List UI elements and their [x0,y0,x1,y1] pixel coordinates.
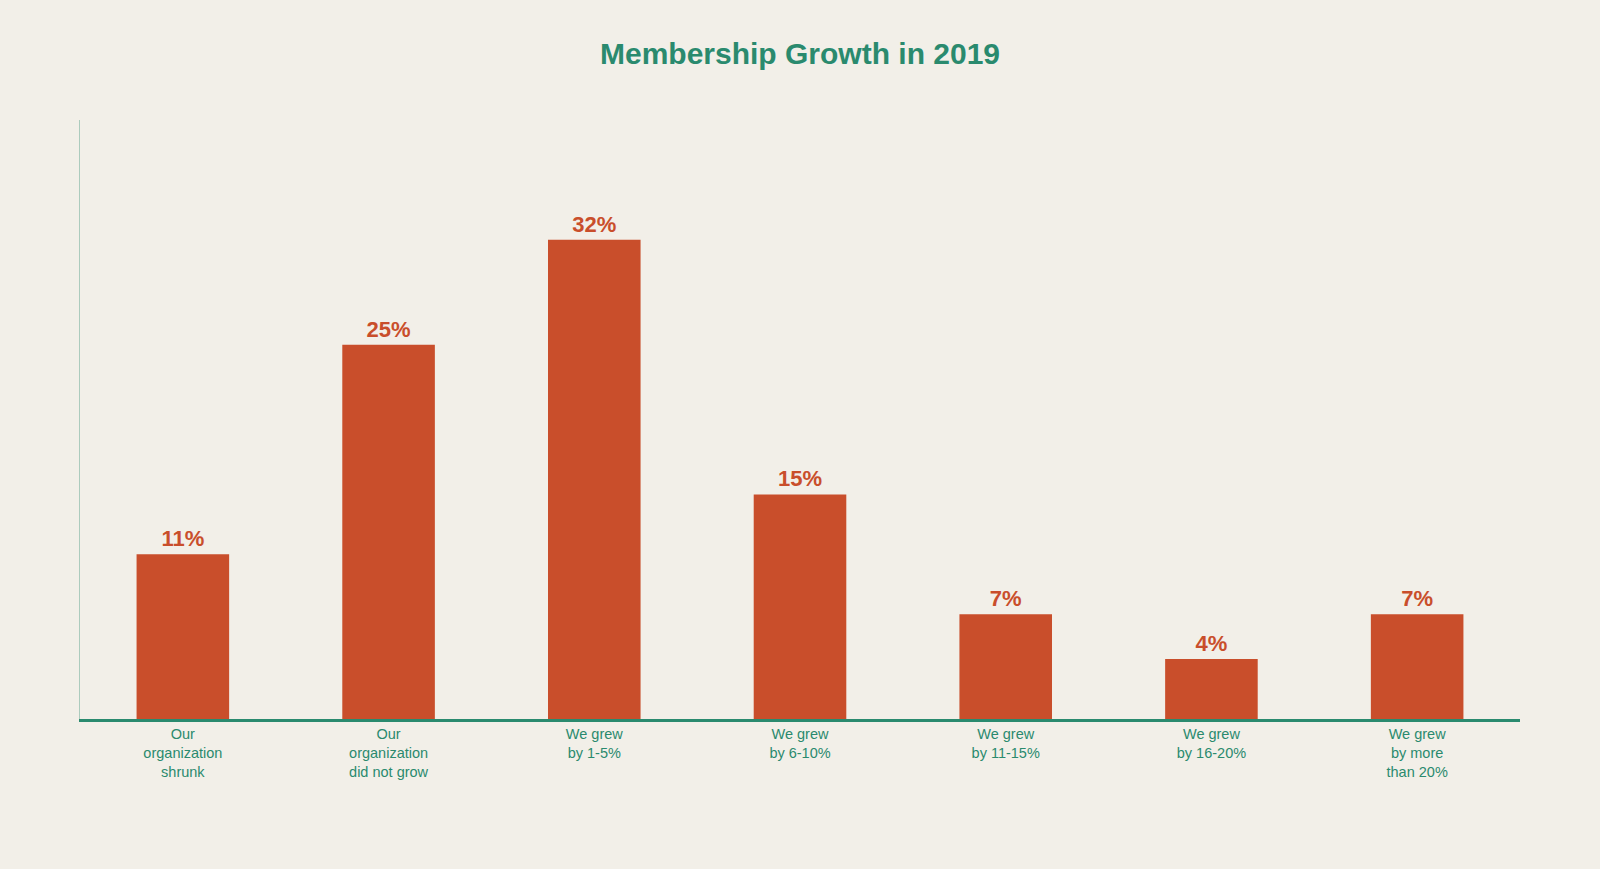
svg-text:We grewby 11-15%: We grewby 11-15% [972,726,1040,761]
svg-text:We grewby 1-5%: We grewby 1-5% [566,726,623,761]
svg-text:7%: 7% [990,586,1022,611]
svg-text:11%: 11% [161,526,204,551]
svg-text:4%: 4% [1196,631,1228,656]
svg-text:32%: 32% [572,212,616,237]
svg-text:Ourorganizationdid not grow: Ourorganizationdid not grow [349,726,429,780]
svg-text:7%: 7% [1401,586,1433,611]
svg-text:We grewby morethan 20%: We grewby morethan 20% [1386,726,1447,780]
svg-text:Membership Growth in 2019: Membership Growth in 2019 [600,37,1000,70]
svg-text:Ourorganizationshrunk: Ourorganizationshrunk [143,726,222,780]
svg-text:We grewby 16-20%: We grewby 16-20% [1177,726,1246,761]
svg-text:25%: 25% [367,317,411,342]
svg-text:We grewby 6-10%: We grewby 6-10% [769,726,830,761]
svg-text:15%: 15% [778,466,822,491]
